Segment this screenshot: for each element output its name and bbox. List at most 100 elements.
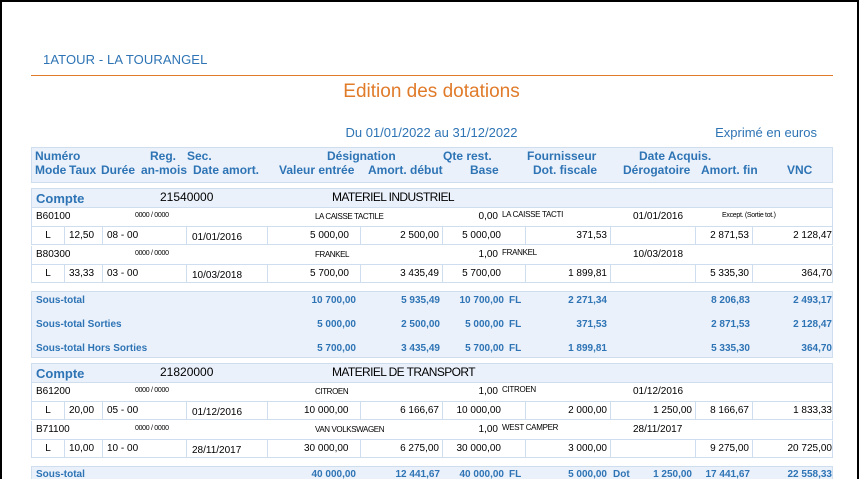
subtotal-dot-fiscale: 371,53	[576, 319, 607, 330]
asset-valeur-entree: 5 700,00	[268, 265, 361, 282]
asset-amort-debut: 6 275,00	[361, 440, 443, 457]
subtotal-vnc: 2 493,17	[793, 295, 832, 306]
col-an-mois: an-mois	[141, 163, 188, 177]
asset-taux: 10,00	[65, 440, 103, 457]
asset-date-acquis: 01/12/2016	[633, 386, 684, 397]
account-designation: MATERIEL INDUSTRIEL	[332, 190, 455, 204]
subtotal-amort-fin: 5 335,30	[711, 343, 750, 354]
asset-mode: L	[32, 440, 65, 457]
col-base: Base	[470, 163, 499, 177]
asset-vnc: 364,70	[801, 268, 832, 279]
asset-date-amort: 28/11/2017	[187, 440, 268, 457]
asset-values-row: L 12,50 08 - 00 01/01/2016 5 000,00 2 50…	[31, 226, 833, 245]
asset-valeur-entree: 30 000,00	[268, 440, 361, 457]
col-vnc: VNC	[787, 163, 813, 177]
report-title: Edition des dotations	[343, 81, 520, 102]
asset-amort-fin: 8 166,67	[696, 402, 753, 419]
currency-note: Exprimé en euros	[715, 125, 817, 140]
asset-fournisseur: CITROEN	[502, 385, 536, 394]
asset-mode: L	[32, 227, 65, 244]
asset-qte: 1,00	[478, 249, 498, 260]
subtotal-amort-fin: 8 206,83	[711, 295, 750, 306]
col-dot-fiscale: Dot. fiscale	[533, 163, 598, 177]
subtotal-dot-fiscale: 5 000,00	[568, 469, 607, 479]
asset-amort-debut: 2 500,00	[361, 227, 443, 244]
asset-date-amort: 01/01/2016	[187, 227, 268, 244]
asset-base: 5 700,00	[443, 265, 526, 282]
asset-code: B60100	[36, 211, 71, 222]
header-divider	[31, 75, 833, 76]
subtotal-row: Sous-total Hors Sorties 5 700,00 3 435,4…	[32, 341, 832, 357]
subtotal-base: 5 000,00	[465, 319, 504, 330]
subtotal-type: FL	[509, 469, 522, 479]
column-header: Numéro Reg. Sec. Désignation Qte rest. F…	[31, 147, 833, 183]
subtotal-label: Sous-total	[36, 295, 85, 306]
col-taux: Taux	[69, 163, 97, 177]
subtotal-row: Sous-total Sorties 5 000,00 2 500,00 5 0…	[32, 317, 832, 333]
subtotal-type: FL	[509, 295, 522, 306]
asset-row: B71100 0000 / 0000 VAN VOLKSWAGEN 1,00 W…	[31, 421, 833, 439]
subtotal-dot-label: Dot	[613, 469, 630, 479]
asset-mode: L	[32, 265, 65, 282]
asset-reg-sec: 0000 / 0000	[135, 212, 169, 219]
asset-designation: FRANKEL	[315, 250, 350, 259]
col-reg: Reg.	[150, 149, 177, 163]
asset-base: 10 000,00	[443, 402, 526, 419]
asset-dot-fiscale: 3 000,00	[526, 440, 611, 457]
asset-date-acquis: 28/11/2017	[633, 424, 683, 435]
asset-values-row: L 33,33 03 - 00 10/03/2018 5 700,00 3 43…	[31, 264, 833, 283]
subtotal-amort-fin: 2 871,53	[711, 319, 750, 330]
report-period: Du 01/01/2022 au 31/12/2022	[345, 125, 518, 140]
asset-derogatoire	[611, 440, 696, 457]
asset-derogatoire	[611, 265, 696, 282]
asset-designation: CITROEN	[315, 387, 349, 396]
col-sec: Sec.	[187, 149, 212, 163]
asset-amort-debut: 6 166,67	[361, 402, 443, 419]
col-amort-fin: Amort. fin	[701, 163, 758, 177]
subtotal-valeur-entree: 5 000,00	[317, 319, 356, 330]
asset-amort-fin: 5 335,30	[696, 265, 753, 282]
subtotal-row: Sous-total 40 000,00 12 441,67 40 000,00…	[32, 467, 832, 479]
asset-reg-sec: 0000 / 0000	[135, 387, 169, 394]
subtotal-label: Sous-total Sorties	[36, 319, 122, 330]
asset-date-acquis: 10/03/2018	[633, 249, 684, 260]
asset-designation: LA CAISSE TACTILE	[315, 212, 384, 221]
company-name: 1ATOUR - LA TOURANGEL	[43, 52, 208, 67]
asset-designation: VAN VOLKSWAGEN	[315, 425, 385, 434]
asset-date-acquis: 01/01/2016	[633, 211, 684, 222]
asset-duree: 10 - 00	[103, 440, 187, 457]
subtotal-dot-fiscale: 1 899,81	[568, 343, 607, 354]
asset-qte: 0,00	[478, 211, 498, 222]
col-numero: Numéro	[35, 149, 81, 163]
asset-row: B80300 0000 / 0000 FRANKEL 1,00 FRANKEL …	[31, 246, 833, 264]
account-number: 21820000	[160, 365, 214, 379]
subtotal-vnc: 2 128,47	[793, 319, 832, 330]
asset-base: 5 000,00	[443, 227, 526, 244]
asset-dot-fiscale: 2 000,00	[526, 402, 611, 419]
asset-duree: 08 - 00	[103, 227, 187, 244]
asset-code: B71100	[36, 424, 70, 435]
subtotal-dot-fiscale: 2 271,34	[568, 295, 607, 306]
asset-dot-fiscale: 371,53	[526, 227, 611, 244]
subtotal-base: 5 700,00	[465, 343, 504, 354]
asset-fournisseur: FRANKEL	[502, 248, 537, 257]
subtotal-derogatoire: 1 250,00	[653, 469, 692, 479]
subtotal-type: FL	[509, 343, 522, 354]
asset-taux: 33,33	[65, 265, 103, 282]
col-derogatoire: Dérogatoire	[623, 163, 691, 177]
asset-base: 30 000,00	[443, 440, 526, 457]
asset-valeur-entree: 5 000,00	[268, 227, 361, 244]
asset-fournisseur: WEST CAMPER	[502, 423, 559, 432]
asset-duree: 05 - 00	[103, 402, 187, 419]
subtotal-vnc: 22 558,33	[787, 469, 833, 479]
asset-taux: 20,00	[65, 402, 103, 419]
subtotal-amort-debut: 3 435,49	[401, 343, 440, 354]
asset-dot-fiscale: 1 899,81	[526, 265, 611, 282]
col-duree: Durée	[101, 163, 136, 177]
asset-date-amort: 01/12/2016	[187, 402, 268, 419]
col-valeur-entree: Valeur entrée	[279, 163, 355, 177]
subtotal-amort-debut: 5 935,49	[401, 295, 440, 306]
account-header: Compte 21820000 MATERIEL DE TRANSPORT	[31, 363, 833, 383]
asset-vnc: 1 833,33	[793, 405, 832, 416]
